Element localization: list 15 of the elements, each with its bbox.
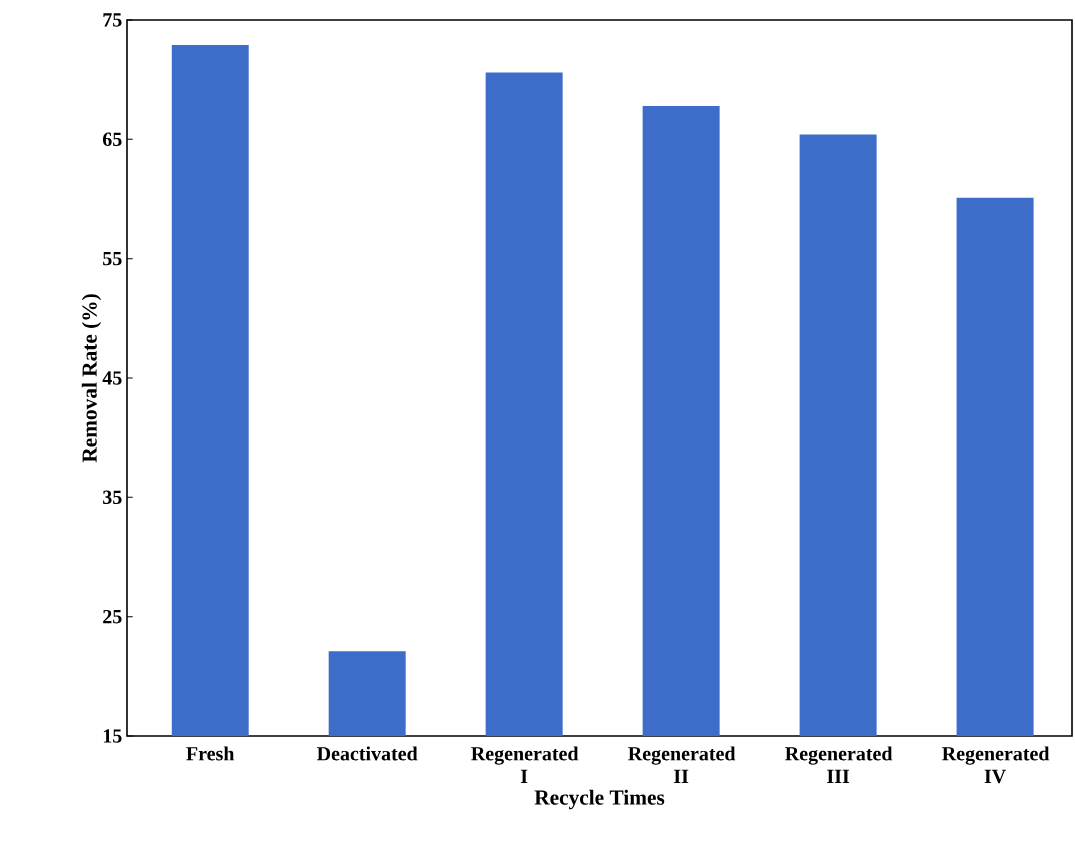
y-tick-label: 25 [103,609,122,624]
y-tick-label: 35 [103,490,122,505]
x-tick-label: Regenerated I [471,746,579,783]
x-tick-label: Regenerated III [785,746,893,783]
x-axis-title: Recycle Times [534,789,665,810]
y-tick-label: 55 [103,252,122,266]
y-tick-label: 45 [102,371,122,385]
y-tick-label: 65 [102,132,122,147]
x-tick-label: Deactivated [317,746,418,761]
x-tick-label: Fresh [186,746,235,761]
x-tick-label: Regenerated IV [942,746,1050,784]
x-tick-label: Regenerated II [628,746,736,783]
y-axis-title: Removal Rate (%) [81,294,102,463]
y-tick-label: 75 [103,13,122,27]
y-tick-label: 15 [103,729,122,743]
